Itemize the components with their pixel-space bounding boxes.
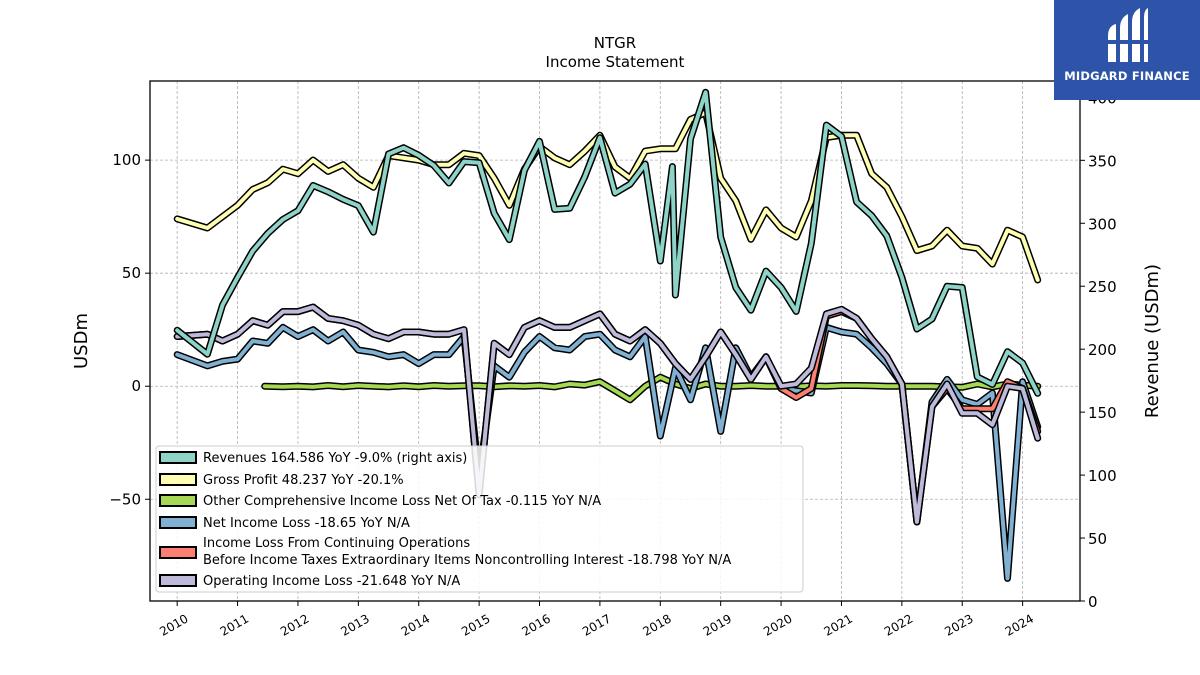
legend: Revenues 164.586 YoY -9.0% (right axis) G… (155, 445, 804, 593)
left-axis: −50 0 50 100 (109, 151, 150, 508)
x-tick-label: 2017 (580, 611, 613, 638)
chart-title: NTGR (594, 34, 636, 52)
x-tick-label: 2019 (701, 611, 734, 638)
legend-label: Revenues 164.586 YoY -9.0% (right axis) (203, 451, 467, 466)
y2-tick-label: 150 (1088, 404, 1117, 422)
y-axis-label: USDm (71, 313, 92, 369)
plot-series (173, 88, 1042, 582)
x-tick-label: 2023 (942, 611, 975, 638)
y-tick-label: −50 (109, 490, 141, 508)
y2-tick-label: 0 (1088, 593, 1098, 611)
series-line (175, 305, 1040, 524)
right-axis: 050100150200250300350400 (1080, 89, 1117, 611)
x-tick-label: 2012 (278, 611, 311, 638)
legend-label: Other Comprehensive Income Loss Net Of T… (203, 494, 601, 509)
legend-label: Gross Profit 48.237 YoY -20.1% (203, 473, 404, 488)
y2-tick-label: 200 (1088, 341, 1117, 359)
legend-swatch (159, 516, 197, 529)
chart-subtitle: Income Statement (546, 53, 685, 71)
brand-logo: MIDGARD FINANCE (1054, 0, 1200, 100)
series-line (175, 110, 1040, 282)
legend-label: Operating Income Loss -21.648 YoY N/A (203, 574, 460, 589)
y2-tick-label: 350 (1088, 152, 1117, 170)
legend-swatch (159, 494, 197, 507)
x-tick-label: 2014 (399, 611, 432, 638)
x-tick-label: 2020 (761, 611, 794, 638)
logo-text: MIDGARD FINANCE (1064, 69, 1190, 83)
series-outline (173, 88, 1042, 397)
legend-label: Income Loss From Continuing Operations (203, 536, 470, 551)
legend-swatch (159, 473, 197, 486)
x-tick-label: 2018 (640, 611, 673, 638)
x-tick-label: 2011 (218, 611, 251, 638)
plot-frame (149, 80, 1081, 602)
legend-swatch (159, 451, 197, 464)
x-tick-label: 2022 (882, 611, 915, 638)
x-tick-label: 2013 (338, 611, 371, 638)
y-tick-label: 100 (112, 151, 141, 169)
x-axis: 2010 2011 2012 2013 2014 2015 2016 2017 2018 2019… (157, 601, 1036, 639)
x-tick-label: 2016 (520, 611, 553, 638)
y-tick-label: 50 (122, 264, 141, 282)
y2-tick-label: 300 (1088, 215, 1117, 233)
y2-axis-label: Revenue (USDm) (1142, 264, 1163, 418)
y-tick-label: 0 (131, 377, 141, 395)
logo-mark-icon (1106, 8, 1150, 62)
x-tick-label: 2021 (822, 611, 855, 638)
series-line (175, 90, 1040, 396)
x-tick-label: 2024 (1003, 611, 1036, 638)
x-tick-label: 2015 (459, 611, 492, 638)
legend-box (155, 445, 804, 593)
y2-tick-label: 100 (1088, 467, 1117, 485)
x-tick-label: 2010 (157, 611, 190, 638)
legend-label: Before Income Taxes Extraordinary Items … (203, 553, 731, 568)
legend-swatch (159, 574, 197, 587)
legend-swatch (159, 546, 197, 559)
legend-label: Net Income Loss -18.65 YoY N/A (203, 516, 410, 531)
y2-tick-label: 250 (1088, 278, 1117, 296)
y2-tick-label: 50 (1088, 530, 1107, 548)
